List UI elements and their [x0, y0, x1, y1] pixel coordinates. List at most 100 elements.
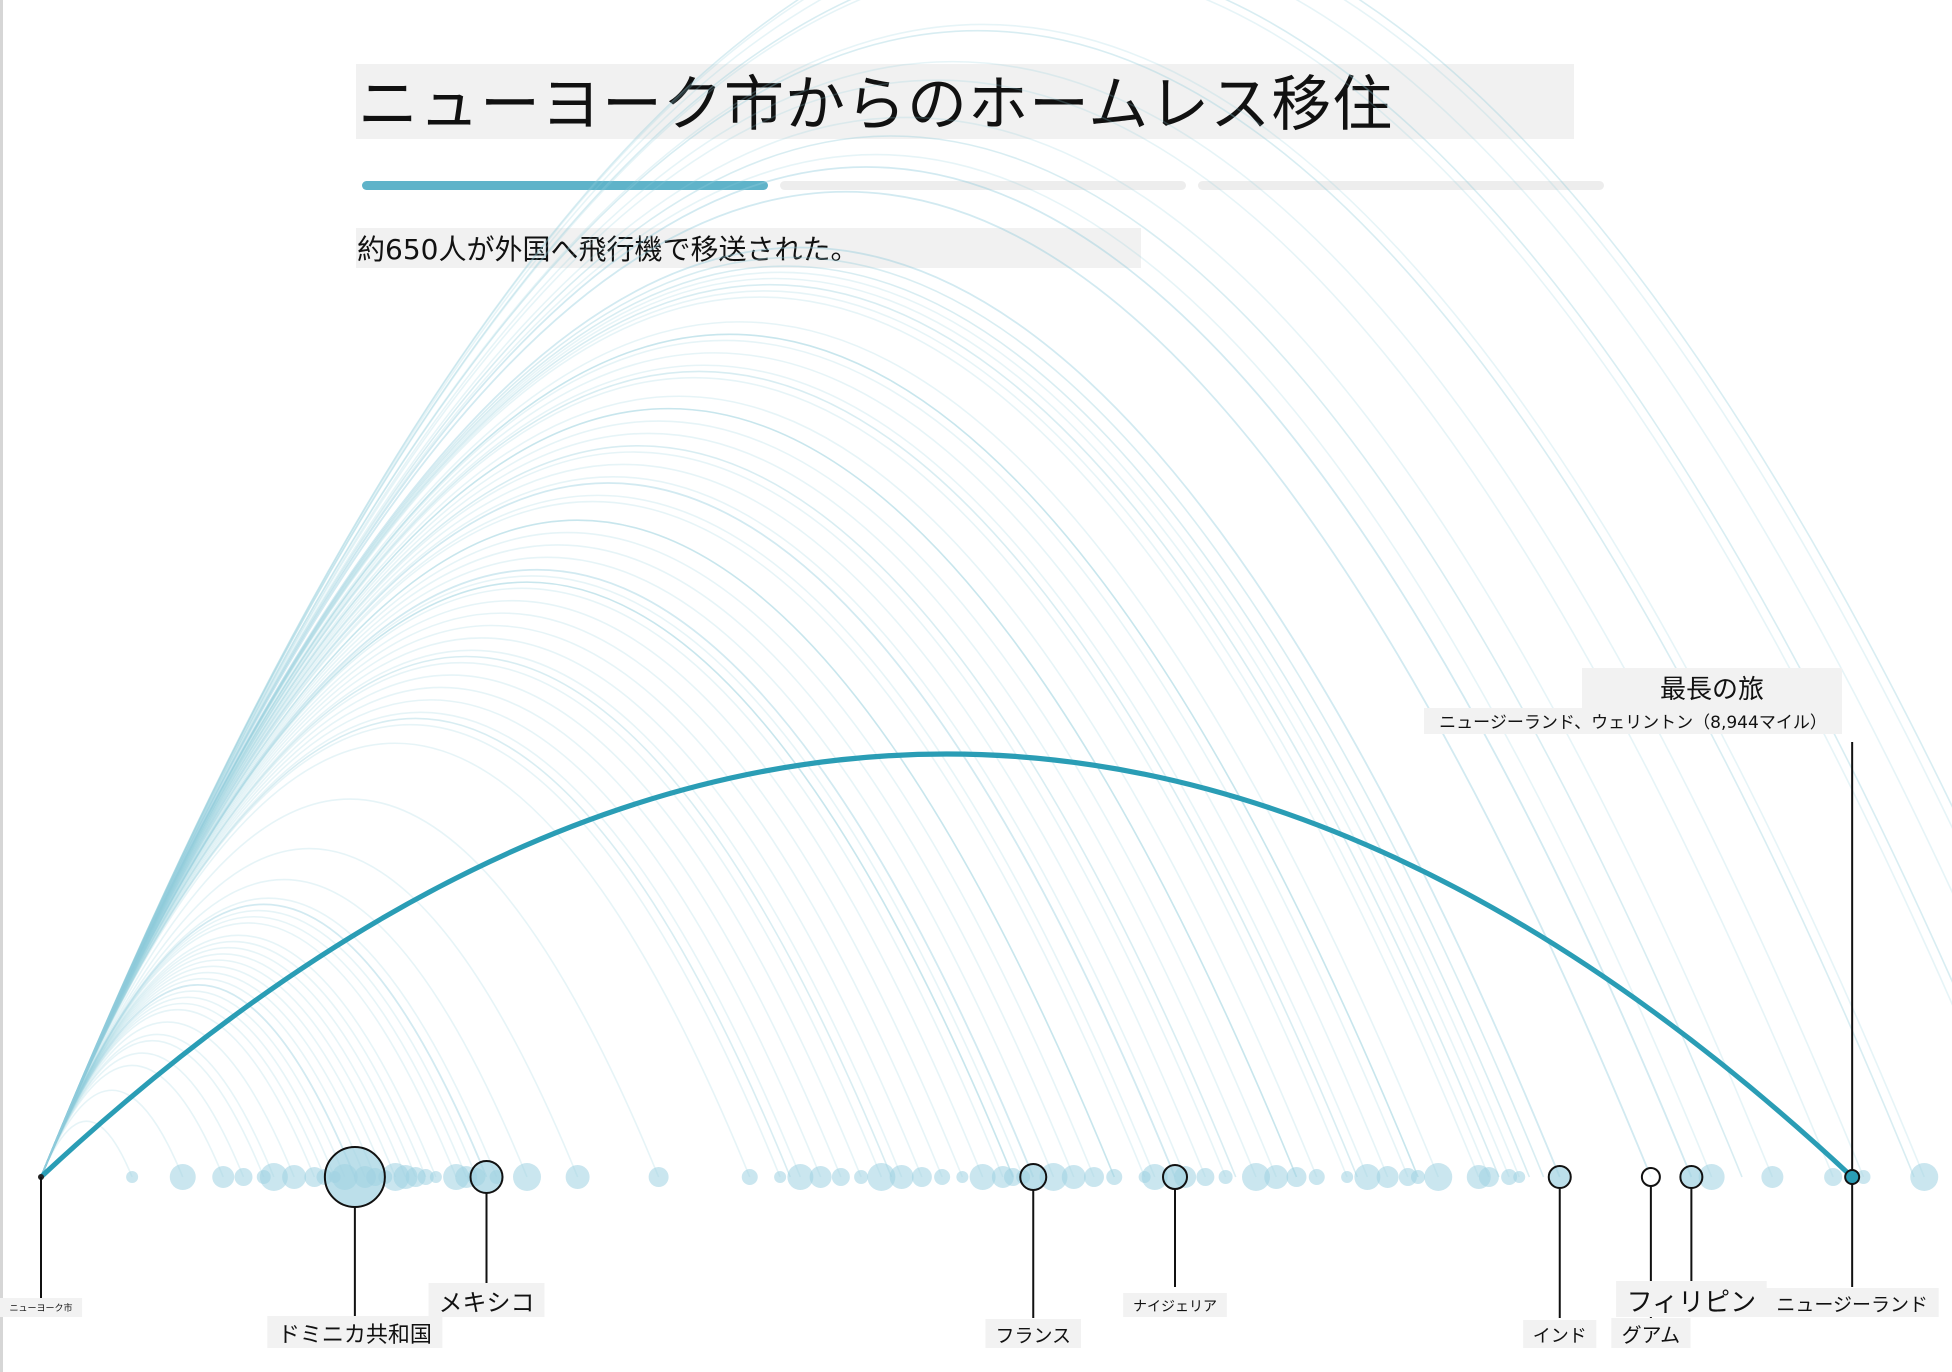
- flight-arc: [40, 352, 1389, 1178]
- flight-arc: [40, 445, 1237, 1178]
- flight-arc: [40, 1008, 316, 1178]
- destination-label: ドミニカ共和国: [278, 1323, 432, 1348]
- flight-arc: [40, 624, 943, 1178]
- flight-arc: [40, 723, 781, 1178]
- flight-arc: [40, 333, 1419, 1178]
- flight-arc: [40, 1089, 184, 1178]
- destination-dot: [867, 1163, 896, 1191]
- flight-arc: [40, 1033, 275, 1178]
- progress-step-1[interactable]: [362, 181, 768, 190]
- callout-detail: ニュージーランド、ウェリントン（8,944マイル）: [1439, 713, 1827, 733]
- flight-arc: [40, 256, 1545, 1178]
- longest-journey-arc: [39, 751, 1854, 1179]
- destination-label-bg: [1523, 1320, 1597, 1348]
- destination-label-bg: [1616, 1281, 1767, 1317]
- flight-arc: [40, 30, 1915, 1178]
- destination-label-bg: [1123, 1293, 1227, 1317]
- destination-marker: [1679, 1165, 1704, 1189]
- flight-arc: [40, 135, 1743, 1178]
- destination-label-bg: [985, 1319, 1082, 1348]
- destination-dot: [1242, 1163, 1270, 1191]
- destination-label: メキシコ: [439, 1289, 535, 1317]
- progress-step-2[interactable]: [780, 181, 1186, 190]
- flight-arc: [40, 463, 1207, 1178]
- subtitle-background: [356, 228, 1141, 268]
- destination-dot: [1084, 1167, 1104, 1187]
- destination-marker: [1640, 1167, 1661, 1187]
- destination-label-bg: [428, 1283, 545, 1317]
- flight-arc: [40, 847, 579, 1178]
- flight-arc: [40, 277, 1510, 1178]
- destination-dot: [1411, 1170, 1425, 1184]
- flight-arc: [40, 959, 397, 1178]
- destination-dot: [831, 1168, 850, 1186]
- flight-arc: [40, 494, 1156, 1178]
- progress-step-3[interactable]: [1198, 181, 1604, 190]
- flight-arc: [40, 166, 1693, 1178]
- destination-dot: [513, 1163, 541, 1191]
- title-background: [356, 64, 1574, 139]
- flight-arc: [40, 711, 802, 1178]
- flight-arc: [40, 519, 1115, 1178]
- destination-dot: [1341, 1171, 1354, 1183]
- flight-arc: [40, 321, 1439, 1178]
- flight-arc: [40, 649, 903, 1178]
- destination-dot: [889, 1165, 914, 1189]
- flight-arc: [40, 996, 336, 1178]
- flight-arc: [40, 482, 1176, 1178]
- destination-dot: [1698, 1164, 1725, 1190]
- destination-marker: [1547, 1165, 1572, 1189]
- destination-dot: [1354, 1164, 1381, 1190]
- destination-dot: [934, 1169, 951, 1185]
- destination-dot: [741, 1169, 758, 1185]
- left-edge-divider: [0, 0, 3, 1372]
- destination-dot: [1501, 1169, 1518, 1185]
- flight-arc: [40, 655, 893, 1178]
- flight-arc: [40, 0, 1952, 1178]
- flight-arc: [40, 699, 822, 1178]
- flight-arc: [40, 686, 842, 1178]
- flight-arc: [40, 60, 1865, 1178]
- flight-arc: [40, 333, 1419, 1178]
- flight-arc: [40, 1039, 265, 1178]
- callout-heading-bg: [1582, 668, 1842, 708]
- flight-arc: [40, 407, 1298, 1178]
- flight-arc: [40, 153, 1713, 1178]
- destination-dot: [1196, 1168, 1215, 1186]
- origin-label: ニューヨーク市: [9, 1302, 72, 1314]
- destination-dot: [1398, 1168, 1417, 1186]
- flight-arc: [40, 798, 660, 1178]
- destination-dot: [1376, 1166, 1399, 1188]
- flight-arc: [40, 965, 386, 1178]
- flight-arc: [40, 897, 498, 1178]
- flight-arc: [40, 0, 1952, 1178]
- flight-arc: [40, 581, 1014, 1178]
- destination-dot: [126, 1171, 139, 1183]
- destination-dot: [1478, 1167, 1499, 1187]
- flight-arc: [40, 581, 1014, 1178]
- destination-dot: [282, 1165, 307, 1189]
- flight-arc: [40, 283, 1500, 1178]
- flight-arc: [40, 717, 791, 1178]
- flight-arc: [40, 947, 417, 1178]
- origin-label-bg: [0, 1298, 83, 1317]
- flight-arc: [40, 568, 1035, 1178]
- flight-arc: [40, 612, 964, 1178]
- flight-arc: [40, 984, 356, 1178]
- flight-arc: [40, 246, 1561, 1178]
- flight-arc: [40, 0, 1952, 1178]
- flight-arc: [40, 0, 1952, 1178]
- destination-dot: [1513, 1171, 1526, 1183]
- destination-label: フランス: [995, 1325, 1071, 1347]
- destination-dot: [1061, 1165, 1086, 1189]
- destination-dot: [1218, 1170, 1233, 1184]
- destination-dot: [1264, 1165, 1289, 1189]
- flight-arc: [40, 556, 1055, 1178]
- flight-arc: [40, 637, 923, 1178]
- flight-arc: [40, 23, 1925, 1178]
- destination-label: インド: [1533, 1326, 1587, 1347]
- flight-arc: [40, 971, 376, 1178]
- destination-dot: [417, 1169, 434, 1185]
